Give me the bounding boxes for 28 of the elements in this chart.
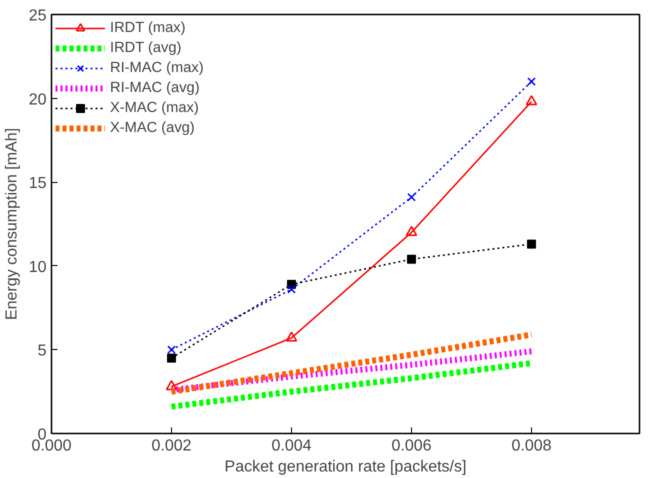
point [527, 77, 536, 86]
point [286, 331, 298, 342]
y-tick-label: 20 [28, 91, 47, 108]
x-axis-title: Packet generation rate [packets/s] [224, 458, 466, 476]
y-tick-label: 5 [38, 342, 47, 360]
legend-label: X-MAC (avg) [110, 120, 195, 136]
point [526, 95, 538, 106]
y-tick-label: 25 [28, 8, 47, 24]
legend-label: IRDT (max) [110, 20, 186, 36]
x-tick-label: 0.006 [391, 438, 432, 454]
y-axis-title: Energy consumption [mAh] [4, 128, 21, 320]
point [166, 380, 178, 390]
y-tick-label: 10 [28, 258, 47, 276]
x-tick-label: 0.002 [151, 438, 192, 454]
legend-label: X-MAC (max) [110, 100, 199, 116]
point [407, 192, 416, 202]
point [406, 226, 418, 236]
point [167, 345, 176, 354]
point [407, 254, 416, 264]
legend-label: RI-MAC (avg) [110, 80, 200, 96]
point [287, 285, 296, 294]
legend-label: RI-MAC (max) [110, 60, 204, 76]
point [167, 354, 176, 363]
legend-label: IRDT (avg) [110, 40, 182, 56]
x-tick-label: 0.004 [271, 438, 312, 454]
point [527, 240, 536, 249]
y-tick-label: 15 [28, 175, 47, 192]
x-tick-label: 0.008 [511, 438, 552, 454]
